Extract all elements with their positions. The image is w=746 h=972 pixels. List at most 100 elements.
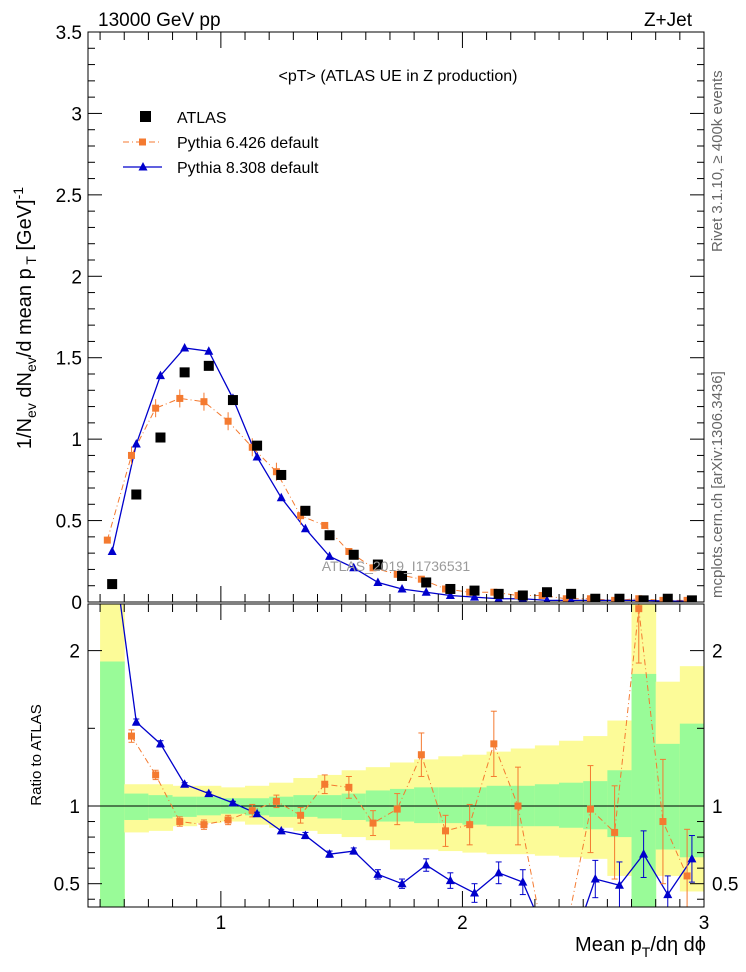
pythia8-point <box>421 587 431 596</box>
atlas-point <box>614 593 625 602</box>
rivet-label: Rivet 3.1.10, ≥ 400k events <box>709 70 726 252</box>
ratio-pythia6-point <box>611 828 619 836</box>
atlas-point <box>300 505 311 516</box>
atlas-point <box>372 559 383 570</box>
pythia8-point <box>349 562 359 572</box>
ratio-ytick-label-left: 1 <box>69 797 80 818</box>
stat-band <box>317 795 343 819</box>
pythia8-point <box>252 452 262 461</box>
atlas-point <box>445 583 456 594</box>
main-ytick-label: 1.5 <box>56 349 82 370</box>
pythia8-point <box>325 551 335 560</box>
ratio-pythia8-point <box>252 808 262 818</box>
ratio-pythia8-point <box>300 830 310 840</box>
ylabel-part-2: ev <box>23 403 39 418</box>
stat-band <box>559 782 584 828</box>
atlas-point <box>348 549 359 560</box>
ratio-axes: 0.5 0.5 1 1 2 2 1 2 3 <box>54 604 738 934</box>
ratio-pythia6-point <box>466 821 474 829</box>
atlas-point <box>517 590 528 601</box>
ratio-ytick-label-left: 0.5 <box>54 875 80 896</box>
main-axes: 0 0.5 1 1.5 2 2.5 3 3.5 <box>56 23 705 614</box>
stat-band <box>124 793 149 820</box>
main-frame <box>87 31 705 603</box>
ratio-pythia8-point <box>421 860 431 869</box>
xlabel-part-1: Mean p <box>575 934 642 956</box>
stat-band <box>534 784 560 827</box>
ratio-pythia8-point <box>349 846 359 855</box>
ylabel-part-6: T <box>23 256 39 269</box>
ratio-pythia8-point <box>663 889 673 899</box>
ratio-pythia8-point <box>687 853 697 863</box>
ylabel-part-5: /d mean p <box>14 268 36 357</box>
atlas-point <box>203 360 214 371</box>
stat-band <box>679 723 704 858</box>
ylabel-part-1: 1/N <box>14 418 36 449</box>
ratio-y-axis-label: Ratio to ATLAS <box>28 704 45 805</box>
ratio-pythia8-point <box>325 849 335 858</box>
atlas-point <box>662 593 673 602</box>
ratio-pythia6-point <box>442 827 450 835</box>
xlabel-part-2: T <box>642 944 651 960</box>
legend-pythia8-marker <box>138 162 148 171</box>
main-marks <box>103 342 697 602</box>
ratio-pythia8-point <box>639 849 649 858</box>
stat-band <box>655 743 681 850</box>
atlas-point <box>324 530 335 541</box>
atlas-point <box>421 577 432 588</box>
atlas-point <box>590 593 601 602</box>
ratio-bands <box>88 604 704 907</box>
ylabel-part-7: [GeV] <box>14 199 36 256</box>
atlas-point <box>686 595 697 602</box>
ratio-frame <box>87 603 705 908</box>
ratio-pythia6-point <box>224 816 232 824</box>
ratio-pythia6-point <box>248 807 256 815</box>
ratio-pythia6-point <box>297 811 305 819</box>
stat-band <box>414 787 439 824</box>
pythia8-point <box>131 439 141 448</box>
main-ytick-label: 1 <box>71 430 82 451</box>
ylabel-part-4: ev <box>23 357 39 372</box>
legend-label-2: Pythia 6.426 default <box>177 135 319 152</box>
pythia6-point <box>127 451 135 459</box>
ratio-pythia6-point <box>659 818 667 826</box>
pythia8-point <box>300 523 310 533</box>
stat-band <box>100 661 125 907</box>
energy-label: 13000 GeV pp <box>98 10 221 31</box>
ratio-pythia8-point <box>131 717 141 726</box>
atlas-point <box>155 432 166 443</box>
legend-label-1: ATLAS <box>177 110 227 127</box>
ratio-pythia6-point <box>345 783 353 791</box>
ratio-ytick-label-right: 2 <box>712 642 723 663</box>
ratio-pythia8-point <box>180 779 190 788</box>
pythia8-point <box>276 492 286 502</box>
pythia8-point <box>180 342 190 352</box>
ratio-pythia8-point <box>397 878 407 888</box>
ratio-pythia6-point <box>514 802 522 810</box>
ratio-pythia8-point <box>155 738 165 748</box>
ylabel-part-3: dN <box>14 372 36 403</box>
ratio-marks <box>119 604 697 907</box>
ratio-pythia6-point <box>321 780 329 788</box>
ratio-ytick-label-right: 0.5 <box>712 875 738 896</box>
atlas-point <box>227 395 238 406</box>
plot-title: <pT> (ATLAS UE in Z production) <box>279 68 518 85</box>
atlas-point <box>131 489 142 500</box>
ratio-pythia6-line <box>131 608 688 907</box>
ratio-pythia8-point <box>204 788 214 798</box>
mcplots-label: mcplots.cern.ch [arXiv:1306.3436] <box>709 371 726 598</box>
ratio-pythia6-point <box>490 740 498 748</box>
x-tick-label: 2 <box>457 913 468 934</box>
ratio-pythia6-point <box>417 751 425 759</box>
ratio-pythia6-point <box>272 797 280 805</box>
stat-band <box>389 788 415 822</box>
stat-band <box>269 796 294 817</box>
ratio-pythia8-point <box>470 888 480 897</box>
ratio-ytick-label-left: 2 <box>69 642 80 663</box>
ratio-pythia8-point <box>614 880 624 889</box>
pythia6-point <box>200 398 208 406</box>
atlas-point <box>276 469 287 480</box>
main-y-axis-label: 1/Nev dNev/d mean p T [GeV]-1 <box>10 187 39 449</box>
process-label: Z+Jet <box>644 10 693 31</box>
